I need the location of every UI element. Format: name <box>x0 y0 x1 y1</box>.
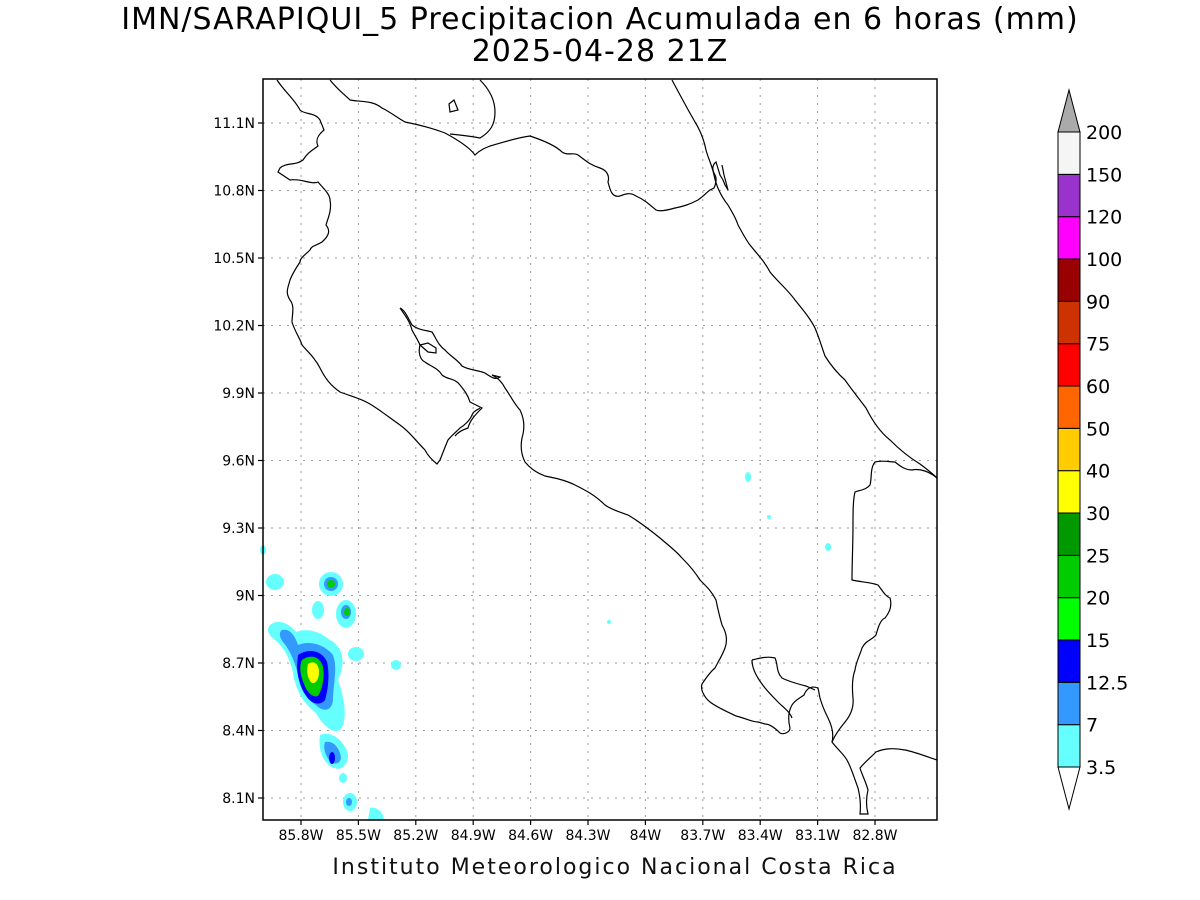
colorbar-swatch <box>1057 258 1081 302</box>
colorbar-level-label: 40 <box>1086 461 1110 483</box>
lon-tick-label: 85.8W <box>278 828 323 844</box>
footer-credit: Instituto Meteorologico Nacional Costa R… <box>332 855 898 880</box>
coastline <box>276 79 938 815</box>
caribbean-coastline <box>671 79 938 479</box>
colorbar-level-label: 200 <box>1086 122 1122 144</box>
lon-tick-label: 83.7W <box>680 828 725 844</box>
colorbar-level-label: 3.5 <box>1086 757 1116 779</box>
colorbar-swatch <box>1057 470 1081 514</box>
precip-area-light <box>767 515 771 519</box>
precip-area-light <box>266 574 284 590</box>
lon-tick-label: 84.3W <box>565 828 610 844</box>
lat-tick-label: 8.7N <box>222 656 255 672</box>
lat-tick-label: 8.4N <box>222 724 255 740</box>
colorbar-swatch <box>1057 681 1081 726</box>
colorbar-swatch <box>1057 512 1081 556</box>
lat-tick-label: 11.1N <box>213 116 255 132</box>
map-datetime: 2025-04-28 21Z <box>471 34 729 69</box>
precipitation-field <box>260 472 831 820</box>
colorbar-over-triangle <box>1057 88 1081 133</box>
colorbar-level-label: 20 <box>1086 588 1110 610</box>
precip-area-heavy <box>327 580 335 588</box>
precip-area-light <box>825 543 831 551</box>
pacific-coastline <box>491 374 834 743</box>
colorbar-under-triangle <box>1057 766 1081 811</box>
colorbar-level-label: 30 <box>1086 503 1110 525</box>
colorbar-swatch <box>1057 724 1081 768</box>
colorbar-level-label: 90 <box>1086 291 1110 313</box>
colorbar-swatch <box>1057 343 1081 387</box>
nicaragua-coastline <box>276 79 481 465</box>
nicoya-peninsula <box>399 307 484 437</box>
lon-tick-label: 82.8W <box>852 828 897 844</box>
precip-area-intense <box>329 752 335 764</box>
lon-tick-label: 84.9W <box>451 828 496 844</box>
precip-area-peak <box>307 662 319 684</box>
colorbar-swatch <box>1057 173 1081 218</box>
precip-area-light <box>312 601 324 619</box>
map-gridlines <box>263 79 937 820</box>
precip-area-light <box>348 647 364 661</box>
gulf-nicoya-island <box>418 342 437 354</box>
lon-tick-label: 83.1W <box>795 828 840 844</box>
precip-area-medium <box>346 798 352 806</box>
colorbar-level-label: 75 <box>1086 334 1110 356</box>
lat-tick-label: 10.8N <box>213 184 255 200</box>
colorbar-swatch <box>1057 216 1081 260</box>
golfo-dulce <box>751 659 793 719</box>
precip-area-light <box>745 472 751 482</box>
lake-coast <box>449 79 496 139</box>
lat-tick-label: 8.1N <box>222 791 255 807</box>
colorbar-level-label: 12.5 <box>1086 672 1128 694</box>
colorbar-swatch <box>1057 385 1081 429</box>
colorbar-level-label: 60 <box>1086 376 1110 398</box>
latitude-axis: 11.1N 10.8N 10.5N 10.2N 9.9N 9.6N 9.3N 9N 8.7N 8.… <box>213 116 263 807</box>
map-frame <box>262 78 938 821</box>
colorbar-swatch <box>1057 597 1081 641</box>
colorbar-level-label: 120 <box>1086 207 1122 229</box>
longitude-axis: 85.8W 85.5W 85.2W 84.9W 84.6W 84.3W 84W 83.7W 83… <box>278 820 898 844</box>
precip-area-light <box>391 660 401 670</box>
panama-border <box>831 460 938 815</box>
lon-tick-label: 83.4W <box>738 828 783 844</box>
gulf-coast <box>399 307 502 379</box>
colorbar-level-label: 7 <box>1086 715 1098 737</box>
osa-peninsula <box>751 656 816 691</box>
lon-tick-label: 85.5W <box>336 828 381 844</box>
lat-tick-label: 10.2N <box>213 319 255 335</box>
colorbar-swatch <box>1057 131 1081 175</box>
colorbar-level-label: 100 <box>1086 249 1122 271</box>
lat-tick-label: 9.9N <box>222 386 255 402</box>
lat-tick-label: 10.5N <box>213 251 255 267</box>
colorbar-swatch <box>1057 300 1081 345</box>
lat-tick-label: 9.3N <box>222 521 255 537</box>
precip-area-heavy <box>344 608 350 616</box>
colorbar-swatch <box>1057 554 1081 599</box>
colorbar-legend: 3.5 7 12.5 15 20 25 30 40 50 60 75 90 100 120 150 200 <box>1057 88 1128 811</box>
colorbar-swatch <box>1057 427 1081 472</box>
colorbar-level-label: 25 <box>1086 545 1110 567</box>
colorbar-level-label: 15 <box>1086 630 1110 652</box>
precip-area-light <box>339 773 347 783</box>
lon-tick-label: 84.6W <box>508 828 553 844</box>
map-title: IMN/SARAPIQUI_5 Precipitacion Acumulada … <box>121 2 1079 37</box>
precip-area-light <box>368 807 384 820</box>
lat-tick-label: 9N <box>236 589 255 605</box>
islet <box>448 99 459 113</box>
lat-tick-label: 9.6N <box>222 454 255 470</box>
colorbar-level-label: 50 <box>1086 418 1110 440</box>
north-border <box>329 79 729 212</box>
precip-area-light <box>607 620 611 624</box>
lon-tick-label: 84W <box>630 828 662 844</box>
lon-tick-label: 85.2W <box>393 828 438 844</box>
colorbar-swatch <box>1057 639 1081 683</box>
colorbar-level-label: 150 <box>1086 164 1122 186</box>
